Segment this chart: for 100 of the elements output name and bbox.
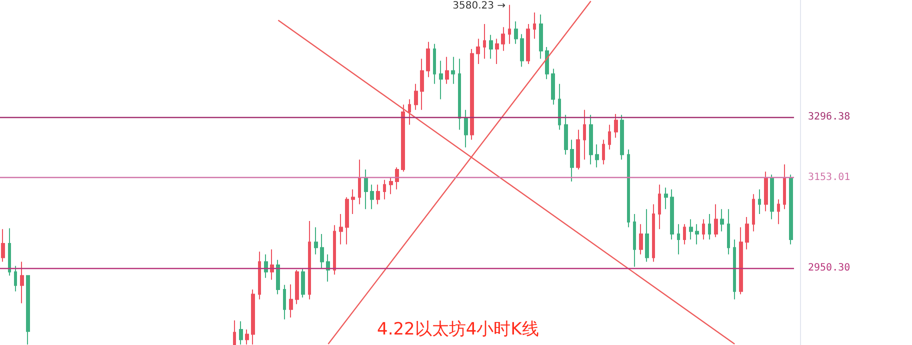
candlestick [233,320,236,345]
candlestick [489,34,493,60]
candlestick [652,204,655,262]
candlestick [289,284,293,318]
candlestick [458,58,461,130]
candlestick [251,289,255,345]
candlestick [283,284,286,320]
candlestick [414,83,418,110]
candlestick [739,226,743,295]
y-tick-label: 3296.38 [808,112,850,123]
candlestick [514,20,518,44]
candlestick [258,251,261,300]
candlestick [470,48,474,140]
candlestick [595,144,599,168]
candlestick [389,177,393,195]
candlestick [727,208,730,255]
candlestick [345,196,349,245]
candlestick [383,179,386,200]
candlestick [714,204,718,238]
candlestick [351,188,355,214]
candlestick [764,171,768,212]
candlestick [476,38,480,64]
candlestick [551,68,555,106]
candlestick [576,129,580,170]
candlestick [683,224,686,245]
candlestick [752,194,755,232]
text: 4.22以太坊4小时K线 [377,320,539,340]
candlestick [370,184,374,210]
candlestick [1,228,5,262]
y-tick-label: 2950.30 [808,262,850,274]
candlestick [789,174,793,245]
annotation: 3580.23 → [452,0,506,12]
candlestick [508,4,511,44]
candlestick [745,216,749,250]
candlestick [689,218,693,240]
candlestick [264,254,268,278]
candlestick [783,164,786,210]
candlestick [583,109,586,160]
candlestick [245,328,249,345]
candlestick [627,148,630,228]
y-tick-label: 3153.01 [808,172,850,184]
candlestick [358,159,361,205]
candlestick [533,12,536,40]
candlestick [270,248,274,280]
candlestick [602,139,605,165]
candlestick [564,114,568,156]
candlestick [733,238,736,300]
candlestick [670,188,674,240]
candlestick [376,184,380,205]
candlestick [364,169,368,210]
candlestick [614,114,618,138]
candlestick [495,38,499,64]
candlestick [664,187,668,210]
candlestick [395,166,399,190]
candlestick [758,188,761,214]
candlestick [558,83,561,130]
candlestick [20,261,24,304]
candlestick [26,275,30,345]
candlestick [608,124,611,150]
candlestick [695,224,699,245]
candlestick [295,270,299,305]
candlestick [633,213,636,268]
candlestick [14,265,17,292]
candlestick [276,259,280,295]
candlestick [483,24,486,60]
candlestick [308,220,311,300]
candlestick [777,198,780,225]
candlestick [639,224,643,255]
candlestick [314,226,318,255]
candlestick [320,234,324,269]
candlestick [433,43,436,84]
candlestick [677,224,680,255]
candlestick [420,58,424,110]
candlestick [426,41,430,78]
candlestick [339,213,343,245]
candlestick [401,104,405,172]
candlestick [708,213,711,240]
candlestick [326,254,330,282]
candlestick [8,228,11,276]
candlestick [439,60,443,100]
candlestick [464,109,468,148]
candlestick [645,208,649,262]
candlestick [520,34,524,68]
candlestick [333,224,336,276]
candlestick [702,218,705,240]
candlestick [570,139,574,182]
candlestick [589,114,593,165]
candlestick [539,14,543,60]
candlestick [658,184,661,230]
candlestick [408,98,411,126]
candlestick [445,56,449,84]
candlestick [526,24,530,64]
candlestick [770,174,774,220]
candlestick [720,208,724,232]
candlestick [545,46,549,80]
candlestick [301,268,305,298]
candlestick [239,320,243,345]
candlestick [501,26,505,52]
candlestick [451,56,455,84]
candlestick [620,114,624,160]
